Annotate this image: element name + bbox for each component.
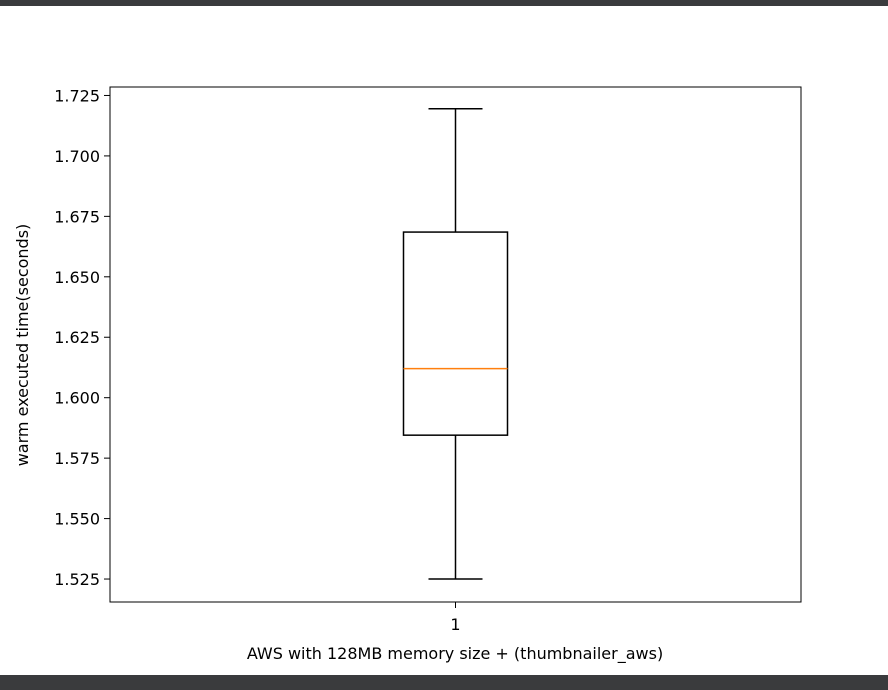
window-top-bar — [0, 0, 888, 6]
x-axis-label: AWS with 128MB memory size + (thumbnaile… — [247, 644, 663, 664]
y-tick-label: 1.725 — [54, 86, 100, 105]
window-bottom-bar — [0, 675, 888, 690]
box-1 — [402, 108, 509, 580]
y-tick-label: 1.550 — [54, 510, 100, 529]
y-axis-label: warm executed time(seconds) — [13, 224, 32, 467]
x-tick-label: 1 — [450, 615, 460, 634]
y-tick-label: 1.700 — [54, 147, 100, 166]
y-tick-label: 1.675 — [54, 207, 100, 226]
y-tick-label: 1.575 — [54, 449, 100, 468]
x-axis: 1 — [450, 602, 461, 634]
y-tick-label: 1.600 — [54, 389, 100, 408]
y-tick-label: 1.650 — [54, 268, 100, 287]
iqr-box — [402, 231, 509, 436]
y-axis: 1.525 1.550 1.575 1.600 1.625 1.650 1.675 1.700… — [54, 86, 110, 589]
y-tick-label: 1.625 — [54, 328, 100, 347]
box-series — [402, 108, 509, 580]
y-tick-label: 1.525 — [54, 570, 100, 589]
